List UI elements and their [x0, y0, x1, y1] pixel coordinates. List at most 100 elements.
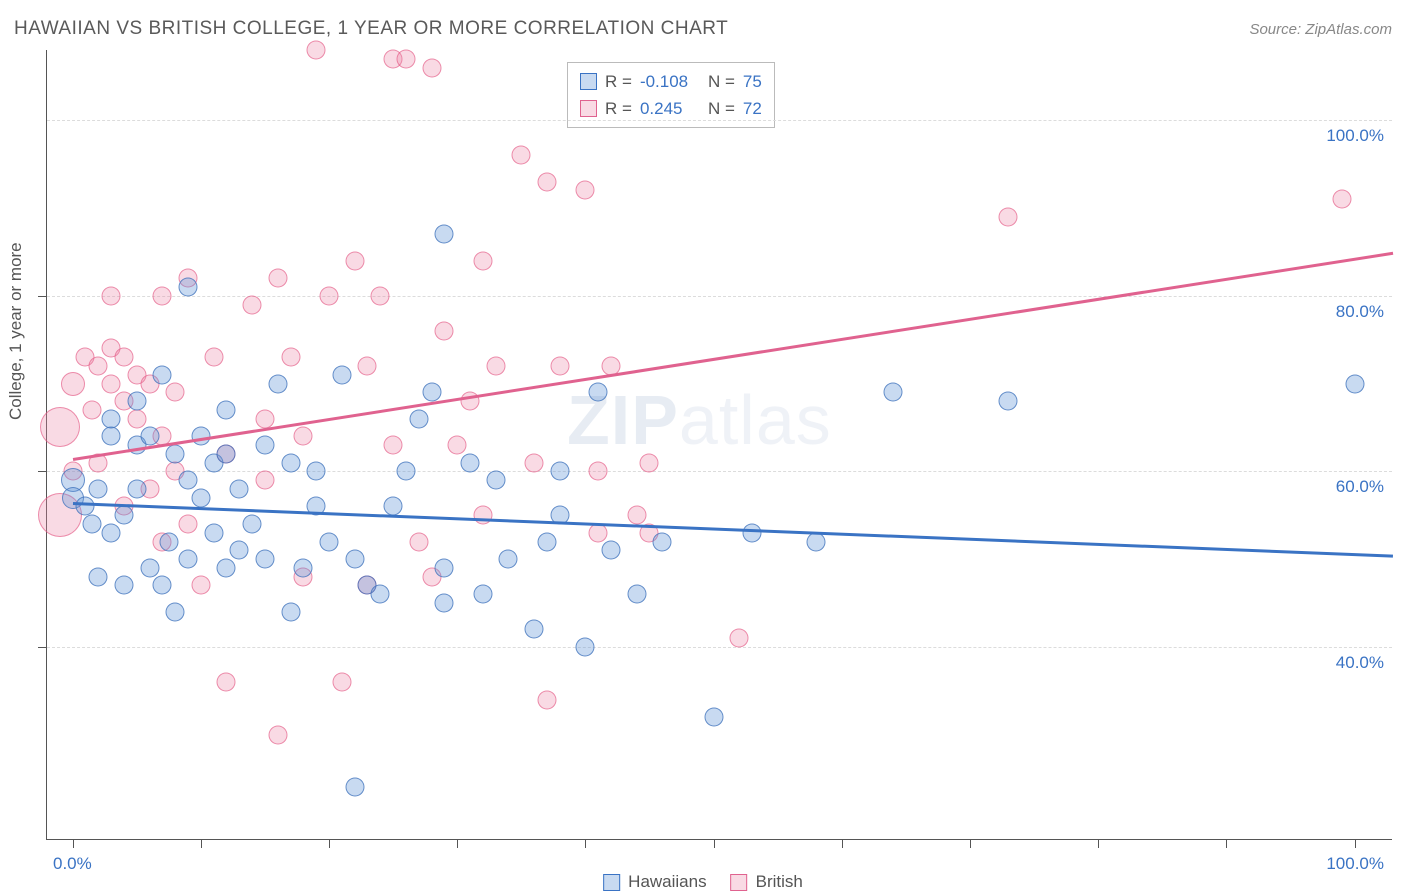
data-point-blue — [743, 523, 762, 542]
data-point-blue — [159, 532, 178, 551]
data-point-blue — [127, 479, 146, 498]
gridline — [47, 647, 1392, 648]
data-point-pink — [589, 462, 608, 481]
data-point-blue — [243, 515, 262, 534]
scatter-plot-area: ZIPatlas R = -0.108 N = 75R = 0.245 N = … — [46, 50, 1392, 840]
data-point-blue — [653, 532, 672, 551]
data-point-pink — [320, 286, 339, 305]
data-point-blue — [114, 576, 133, 595]
data-point-pink — [999, 207, 1018, 226]
stats-row: R = 0.245 N = 72 — [580, 95, 762, 122]
data-point-pink — [166, 383, 185, 402]
y-tick-label: 60.0% — [1336, 477, 1384, 497]
data-point-blue — [537, 532, 556, 551]
gridline — [47, 471, 1392, 472]
data-point-pink — [537, 690, 556, 709]
data-point-blue — [114, 506, 133, 525]
trendline-blue — [73, 502, 1393, 557]
y-axis-label: College, 1 year or more — [6, 242, 26, 420]
data-point-blue — [435, 594, 454, 613]
data-point-pink — [473, 251, 492, 270]
data-point-blue — [82, 515, 101, 534]
data-point-blue — [89, 567, 108, 586]
data-point-blue — [127, 392, 146, 411]
data-point-pink — [255, 471, 274, 490]
data-point-blue — [550, 462, 569, 481]
data-point-blue — [345, 550, 364, 569]
data-point-pink — [396, 49, 415, 68]
data-point-blue — [576, 637, 595, 656]
data-point-blue — [255, 550, 274, 569]
legend-swatch-blue — [603, 874, 620, 891]
data-point-blue — [140, 558, 159, 577]
data-point-pink — [550, 357, 569, 376]
data-point-blue — [179, 278, 198, 297]
data-point-blue — [884, 383, 903, 402]
x-tick — [457, 839, 458, 848]
data-point-blue — [332, 365, 351, 384]
data-point-pink — [191, 576, 210, 595]
data-point-blue — [461, 453, 480, 472]
data-point-blue — [102, 523, 121, 542]
data-point-blue — [102, 427, 121, 446]
data-point-pink — [589, 523, 608, 542]
data-point-blue — [602, 541, 621, 560]
x-tick — [714, 839, 715, 848]
data-point-blue — [89, 479, 108, 498]
data-point-blue — [268, 374, 287, 393]
data-point-pink — [268, 725, 287, 744]
gridline — [47, 120, 1392, 121]
data-point-pink — [1332, 190, 1351, 209]
data-point-pink — [153, 286, 172, 305]
data-point-blue — [191, 488, 210, 507]
data-point-blue — [179, 550, 198, 569]
data-point-pink — [512, 146, 531, 165]
data-point-pink — [345, 251, 364, 270]
data-point-pink — [243, 295, 262, 314]
data-point-blue — [217, 558, 236, 577]
data-point-pink — [371, 286, 390, 305]
data-point-pink — [473, 506, 492, 525]
x-tick — [201, 839, 202, 848]
data-point-blue — [627, 585, 646, 604]
data-point-pink — [61, 372, 85, 396]
data-point-blue — [473, 585, 492, 604]
data-point-blue — [281, 602, 300, 621]
data-point-blue — [307, 462, 326, 481]
y-tick — [38, 296, 47, 297]
stats-swatch-pink — [580, 100, 597, 117]
data-point-pink — [127, 409, 146, 428]
x-tick — [585, 839, 586, 848]
data-point-blue — [384, 497, 403, 516]
data-point-pink — [422, 58, 441, 77]
data-point-blue — [255, 436, 274, 455]
data-point-blue — [153, 576, 172, 595]
y-tick-label: 40.0% — [1336, 653, 1384, 673]
x-tick — [842, 839, 843, 848]
data-point-pink — [268, 269, 287, 288]
data-point-pink — [102, 286, 121, 305]
data-point-pink — [255, 409, 274, 428]
data-point-pink — [179, 515, 198, 534]
data-point-pink — [537, 172, 556, 191]
data-point-blue — [230, 479, 249, 498]
data-point-blue — [76, 497, 95, 516]
x-tick — [970, 839, 971, 848]
data-point-blue — [294, 558, 313, 577]
data-point-pink — [294, 427, 313, 446]
y-tick — [38, 647, 47, 648]
data-point-blue — [499, 550, 518, 569]
data-point-blue — [217, 444, 236, 463]
legend-item-blue: Hawaiians — [603, 872, 706, 892]
data-point-blue — [999, 392, 1018, 411]
data-point-pink — [332, 673, 351, 692]
data-point-pink — [204, 348, 223, 367]
data-point-blue — [204, 523, 223, 542]
data-point-blue — [217, 400, 236, 419]
x-tick — [1355, 839, 1356, 848]
data-point-pink — [486, 357, 505, 376]
data-point-pink — [281, 348, 300, 367]
data-point-blue — [371, 585, 390, 604]
data-point-blue — [230, 541, 249, 560]
data-point-blue — [1345, 374, 1364, 393]
